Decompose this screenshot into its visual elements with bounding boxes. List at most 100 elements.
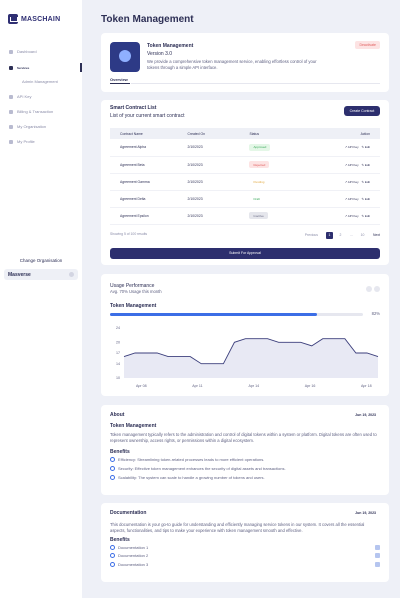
action-cell: ↗ API Key ✎ Edit bbox=[302, 139, 380, 157]
column-header[interactable]: Status bbox=[224, 128, 303, 139]
sidebar-item-api-key[interactable]: API Key bbox=[0, 89, 82, 104]
documentation-label: Documentation 3 bbox=[118, 561, 149, 567]
documentation-item[interactable]: Documentation 3 bbox=[110, 560, 380, 569]
sidebar-item-label: My Profile bbox=[17, 139, 35, 144]
table-row: Agreement Epsilon 2/10/2023 Inactive ↗ API … bbox=[110, 207, 380, 225]
created-on: 2/10/2023 bbox=[177, 139, 225, 157]
usage-chart: 24 20 17 14 10 Apr 08 Apr 11 Apr 14 Apr 16 Apr 18 bbox=[116, 326, 379, 388]
documentation-title: Documentation bbox=[110, 510, 147, 516]
status-badge: Approved bbox=[249, 143, 271, 151]
documentation-label: Documentation 1 bbox=[118, 544, 149, 550]
app-name: MASCHAIN bbox=[21, 15, 61, 23]
documentation-date: Jun 19, 2023 bbox=[355, 511, 376, 515]
previous-page-button[interactable]: Previous bbox=[304, 233, 318, 237]
about-heading: Token Management bbox=[110, 423, 157, 429]
status-cell: Draft bbox=[224, 190, 303, 208]
contracts-subtitle: List of your current smart contract bbox=[110, 113, 185, 119]
y-tick-label: 24 bbox=[116, 326, 120, 330]
api-key-label: API Key bbox=[347, 179, 359, 184]
sidebar-item-label: Billing & Transaction bbox=[17, 109, 54, 114]
tab-overview[interactable]: Overview bbox=[110, 77, 128, 82]
create-contract-button[interactable]: Create Contract bbox=[344, 106, 380, 116]
edit-action[interactable]: ✎ Edit bbox=[361, 145, 370, 150]
overview-card: Token Management Version 3.0 We provide … bbox=[101, 33, 389, 92]
api-key-action[interactable]: ↗ API Key bbox=[344, 196, 359, 201]
benefits-title: Benefits bbox=[110, 449, 130, 455]
benefit-item: Security: Effective token management enh… bbox=[110, 464, 380, 473]
table-row: Agreement Delta 2/10/2023 Draft ↗ API Key ✎… bbox=[110, 190, 380, 208]
action-cell: ↗ API Key ✎ Edit bbox=[302, 207, 380, 225]
next-page-button[interactable]: Next bbox=[373, 233, 380, 237]
edit-action[interactable]: ✎ Edit bbox=[361, 179, 370, 184]
benefits-title: Benefits bbox=[110, 537, 130, 543]
page-ellipsis: ... bbox=[350, 233, 353, 237]
table-row: Agreement Gamma 2/10/2023 Pending ↗ API Key… bbox=[110, 173, 380, 191]
table-row: Agreement Beta 2/10/2023 Rejected ↗ API Key… bbox=[110, 156, 380, 174]
api-key-action[interactable]: ↗ API Key bbox=[344, 213, 359, 218]
contracts-card: Smart Contract List List of your current… bbox=[101, 100, 389, 265]
status-badge: Draft bbox=[249, 195, 264, 202]
column-header[interactable]: Created On bbox=[177, 128, 225, 139]
org-select[interactable]: Masverse bbox=[4, 269, 78, 280]
status-badge: Pending bbox=[249, 178, 269, 185]
y-tick-label: 10 bbox=[116, 376, 120, 380]
download-icon[interactable] bbox=[375, 544, 380, 550]
deactivate-button[interactable]: Deactivate bbox=[355, 41, 380, 49]
profile-icon bbox=[9, 139, 13, 144]
sidebar-item-services[interactable]: Services bbox=[0, 60, 82, 75]
status-badge: Rejected bbox=[249, 161, 270, 168]
page-button[interactable]: 10 bbox=[360, 233, 365, 237]
api-key-label: API Key bbox=[347, 145, 359, 150]
sidebar-item-dashboard[interactable]: Dashboard bbox=[0, 44, 82, 59]
organisation-icon bbox=[9, 124, 13, 129]
usage-progress-track bbox=[110, 313, 363, 316]
service-name: Token Management bbox=[147, 43, 194, 49]
sidebar-item-label: Dashboard bbox=[17, 49, 37, 54]
api-key-action[interactable]: ↗ API Key bbox=[344, 179, 359, 184]
status-cell: Pending bbox=[224, 173, 303, 191]
logo[interactable]: MASCHAIN bbox=[8, 14, 60, 24]
benefit-text: Security: Effective token management enh… bbox=[118, 466, 286, 471]
action-cell: ↗ API Key ✎ Edit bbox=[302, 190, 380, 208]
submit-approval-button[interactable]: Submit For Approval bbox=[110, 248, 380, 259]
org-label: Change Organisation bbox=[19, 258, 63, 263]
edit-action[interactable]: ✎ Edit bbox=[361, 213, 370, 218]
service-description: We provide a comprehensive token managem… bbox=[147, 59, 317, 70]
edit-action[interactable]: ✎ Edit bbox=[361, 196, 370, 201]
download-icon[interactable] bbox=[375, 561, 380, 567]
api-key-action[interactable]: ↗ API Key bbox=[344, 162, 359, 167]
api-key-action[interactable]: ↗ API Key bbox=[344, 145, 359, 150]
edit-action[interactable]: ✎ Edit bbox=[361, 162, 370, 167]
page-button[interactable]: 2 bbox=[339, 233, 342, 237]
organisation-switcher: Change Organisation Masverse bbox=[4, 258, 78, 280]
chevron-left-icon[interactable] bbox=[366, 286, 372, 292]
api-key-label: API Key bbox=[347, 162, 359, 167]
check-icon bbox=[110, 466, 115, 471]
org-value: Masverse bbox=[8, 271, 31, 278]
sidebar-item-organisation[interactable]: My Organisation bbox=[0, 119, 82, 134]
column-header[interactable]: Action bbox=[302, 128, 380, 139]
edit-label: Edit bbox=[364, 213, 370, 218]
documentation-item[interactable]: Documentation 1 bbox=[110, 543, 380, 552]
table-header: Contract Name Created On Status Action bbox=[110, 128, 380, 139]
about-date: Jun 19, 2023 bbox=[355, 413, 376, 417]
about-title: About bbox=[110, 412, 125, 418]
sidebar-item-billing[interactable]: Billing & Transaction bbox=[0, 104, 82, 119]
sidebar-item-profile[interactable]: My Profile bbox=[0, 134, 82, 149]
billing-icon bbox=[9, 109, 13, 114]
tab-underline bbox=[110, 83, 130, 84]
contract-name: Agreement Delta bbox=[110, 190, 178, 208]
usage-line bbox=[123, 338, 379, 365]
download-icon[interactable] bbox=[375, 553, 380, 559]
chevron-right-icon[interactable] bbox=[374, 286, 380, 292]
services-icon bbox=[9, 65, 13, 70]
sidebar-subitem-admin[interactable]: Admin Management bbox=[22, 79, 58, 84]
api-key-label: API Key bbox=[347, 196, 359, 201]
benefit-item: Efficiency: Streamlining token-related p… bbox=[110, 455, 380, 464]
column-header[interactable]: Contract Name bbox=[110, 128, 178, 139]
page-button[interactable]: 1 bbox=[326, 232, 333, 239]
token-icon bbox=[110, 42, 140, 72]
about-text: Token management typically refers to the… bbox=[110, 432, 377, 443]
documentation-item[interactable]: Documentation 2 bbox=[110, 552, 380, 561]
sidebar: MASCHAIN Dashboard Services Admin Manage… bbox=[0, 0, 82, 598]
